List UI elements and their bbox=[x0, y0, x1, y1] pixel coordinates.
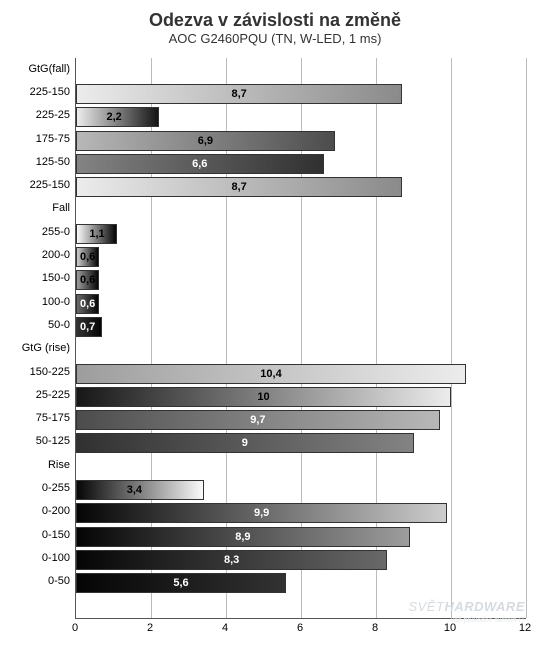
bar-row: 3,4 bbox=[76, 479, 204, 501]
bar-row: 1,1 bbox=[76, 223, 117, 245]
y-category-label: 0-100 bbox=[0, 552, 70, 564]
y-category-label: 125-50 bbox=[0, 156, 70, 168]
section-label: GtG(fall) bbox=[0, 63, 70, 75]
y-category-label: 50-0 bbox=[0, 319, 70, 331]
bar: 10 bbox=[76, 387, 451, 407]
gridline bbox=[451, 58, 452, 618]
bar-value-label: 10 bbox=[257, 391, 269, 403]
bar: 6,9 bbox=[76, 131, 335, 151]
y-category-label: 0-255 bbox=[0, 482, 70, 494]
x-tick-label: 8 bbox=[372, 622, 378, 634]
plot-area: 8,72,26,96,68,71,10,60,60,60,710,4109,79… bbox=[75, 58, 526, 619]
bar: 2,2 bbox=[76, 107, 159, 127]
x-tick-label: 4 bbox=[222, 622, 228, 634]
y-category-label: 0-200 bbox=[0, 505, 70, 517]
x-tick-label: 2 bbox=[147, 622, 153, 634]
y-category-label: 150-0 bbox=[0, 272, 70, 284]
bar-value-label: 0,6 bbox=[80, 251, 95, 263]
bar-value-label: 9,9 bbox=[254, 507, 269, 519]
y-category-label: 25-225 bbox=[0, 389, 70, 401]
y-category-label: 225-150 bbox=[0, 86, 70, 98]
bar: 9 bbox=[76, 433, 414, 453]
y-category-label: 150-225 bbox=[0, 366, 70, 378]
y-category-label: 225-150 bbox=[0, 179, 70, 191]
bar-row: 8,3 bbox=[76, 549, 387, 571]
bar-value-label: 6,6 bbox=[192, 158, 207, 170]
bar: 0,6 bbox=[76, 247, 99, 267]
bar: 0,6 bbox=[76, 270, 99, 290]
y-category-label: 200-0 bbox=[0, 249, 70, 261]
bar-value-label: 1,1 bbox=[89, 228, 104, 240]
y-category-label: 0-50 bbox=[0, 575, 70, 587]
y-category-label: 0-150 bbox=[0, 529, 70, 541]
chart-title: Odezva v závislosti na změně bbox=[15, 10, 535, 31]
y-category-label: 100-0 bbox=[0, 296, 70, 308]
x-tick-label: 0 bbox=[72, 622, 78, 634]
bar-row: 0,6 bbox=[76, 293, 99, 315]
x-tick-label: 10 bbox=[444, 622, 456, 634]
bar-row: 0,7 bbox=[76, 316, 102, 338]
y-category-label: 175-75 bbox=[0, 133, 70, 145]
bar-row: 8,7 bbox=[76, 83, 402, 105]
bar-value-label: 8,3 bbox=[224, 554, 239, 566]
bar-value-label: 6,9 bbox=[198, 135, 213, 147]
section-label: Fall bbox=[0, 202, 70, 214]
y-category-label: 50-125 bbox=[0, 435, 70, 447]
bar-row: 9 bbox=[76, 432, 414, 454]
bar-row: 10,4 bbox=[76, 363, 466, 385]
bar: 0,7 bbox=[76, 317, 102, 337]
bar-row: 2,2 bbox=[76, 106, 159, 128]
bar: 10,4 bbox=[76, 364, 466, 384]
bar-row: 0,6 bbox=[76, 246, 99, 268]
bar-value-label: 2,2 bbox=[106, 111, 121, 123]
bar-value-label: 8,7 bbox=[231, 181, 246, 193]
bar-value-label: 9 bbox=[242, 437, 248, 449]
bar: 5,6 bbox=[76, 573, 286, 593]
gridline bbox=[526, 58, 527, 618]
x-tick-label: 12 bbox=[519, 622, 531, 634]
y-category-label: 255-0 bbox=[0, 226, 70, 238]
bar-value-label: 10,4 bbox=[260, 368, 281, 380]
chart-container: Odezva v závislosti na změně AOC G2460PQ… bbox=[0, 0, 550, 656]
bar-row: 6,6 bbox=[76, 153, 324, 175]
bar-row: 6,9 bbox=[76, 130, 335, 152]
bar-value-label: 8,7 bbox=[231, 88, 246, 100]
y-category-label: 75-175 bbox=[0, 412, 70, 424]
bar-row: 8,7 bbox=[76, 176, 402, 198]
bar-value-label: 5,6 bbox=[173, 577, 188, 589]
bar-value-label: 9,7 bbox=[250, 414, 265, 426]
bar: 0,6 bbox=[76, 294, 99, 314]
bar: 9,9 bbox=[76, 503, 447, 523]
bar-value-label: 3,4 bbox=[127, 484, 142, 496]
bar-value-label: 8,9 bbox=[235, 531, 250, 543]
bar-row: 9,9 bbox=[76, 502, 447, 524]
bar-row: 0,6 bbox=[76, 269, 99, 291]
bar: 8,3 bbox=[76, 550, 387, 570]
bar-value-label: 0,7 bbox=[80, 321, 95, 333]
bar: 3,4 bbox=[76, 480, 204, 500]
bar-row: 5,6 bbox=[76, 572, 286, 594]
bar: 8,7 bbox=[76, 84, 402, 104]
section-label: GtG (rise) bbox=[0, 342, 70, 354]
bar-row: 10 bbox=[76, 386, 451, 408]
bar: 1,1 bbox=[76, 224, 117, 244]
bar: 8,7 bbox=[76, 177, 402, 197]
bar: 6,6 bbox=[76, 154, 324, 174]
bar: 9,7 bbox=[76, 410, 440, 430]
bar-value-label: 0,6 bbox=[80, 298, 95, 310]
bar: 8,9 bbox=[76, 527, 410, 547]
bar-row: 9,7 bbox=[76, 409, 440, 431]
section-label: Rise bbox=[0, 459, 70, 471]
bar-value-label: 0,6 bbox=[80, 274, 95, 286]
chart-subtitle: AOC G2460PQU (TN, W-LED, 1 ms) bbox=[15, 31, 535, 46]
x-tick-label: 6 bbox=[297, 622, 303, 634]
bar-row: 8,9 bbox=[76, 526, 410, 548]
y-category-label: 225-25 bbox=[0, 109, 70, 121]
